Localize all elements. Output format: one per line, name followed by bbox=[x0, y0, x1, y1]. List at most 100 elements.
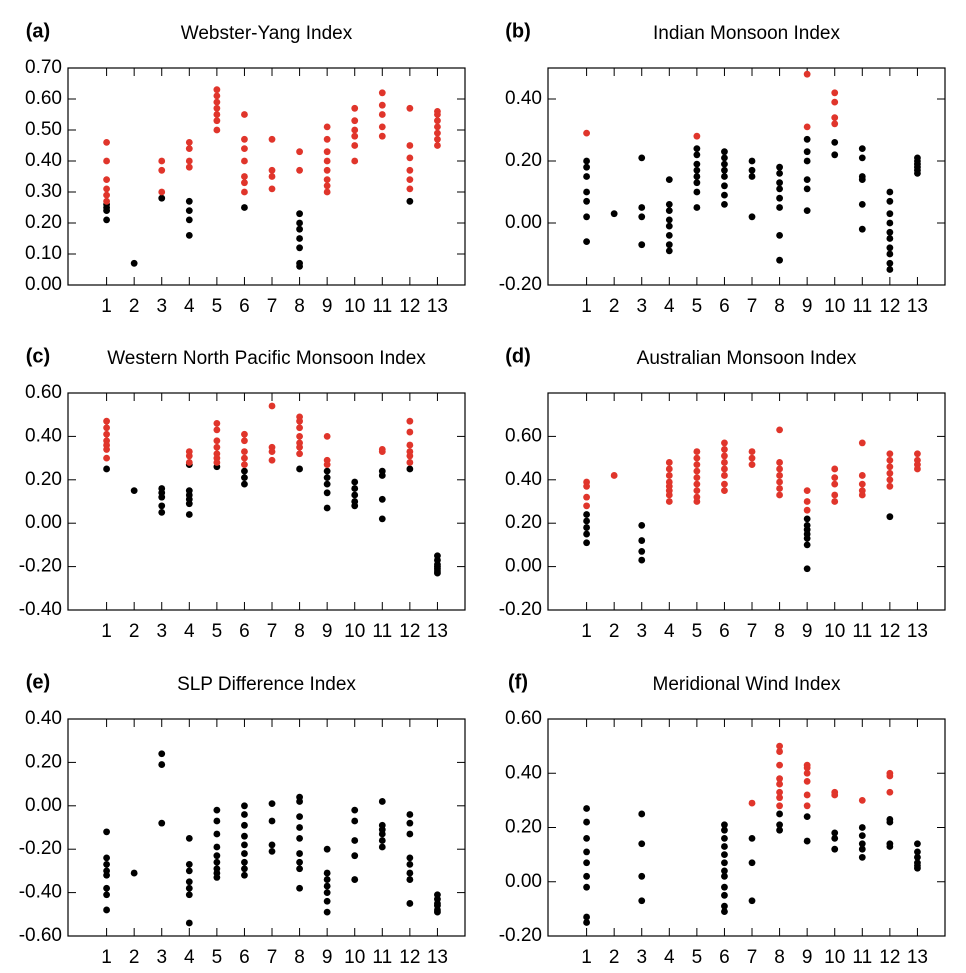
x-tick-label: 1 bbox=[581, 947, 592, 968]
point bbox=[886, 513, 894, 521]
panel: (f) Meridional Wind Index -0.20 0.00 0.20 0.4… bbox=[499, 671, 946, 968]
y-tick-label: -0.20 bbox=[499, 599, 542, 620]
point bbox=[583, 913, 590, 921]
x-tick-label: 5 bbox=[212, 296, 223, 317]
point bbox=[721, 154, 728, 162]
point bbox=[776, 780, 783, 788]
point bbox=[748, 834, 756, 842]
point bbox=[665, 465, 673, 473]
point bbox=[241, 461, 248, 469]
y-tick-label: -0.20 bbox=[19, 838, 62, 859]
point bbox=[583, 157, 590, 165]
point bbox=[406, 428, 414, 436]
point bbox=[886, 228, 894, 236]
x-tick-label: 9 bbox=[802, 621, 813, 642]
point bbox=[693, 151, 701, 159]
point bbox=[665, 247, 673, 255]
x-tick-label: 13 bbox=[427, 621, 448, 642]
x-tick-label: 12 bbox=[399, 296, 420, 317]
y-tick-label: 0.30 bbox=[25, 181, 62, 202]
point bbox=[583, 872, 590, 880]
point bbox=[103, 176, 110, 184]
x-tick-label: 2 bbox=[609, 947, 620, 968]
point bbox=[776, 478, 783, 486]
point bbox=[803, 70, 811, 78]
x-tick-label: 1 bbox=[581, 621, 592, 642]
point bbox=[721, 191, 728, 199]
panel: (d) Australian Monsoon Index -0.20 0.00 0.20… bbox=[499, 345, 946, 642]
point bbox=[721, 851, 728, 859]
point bbox=[185, 232, 193, 239]
point bbox=[858, 491, 866, 499]
y-tick-label: 0.40 bbox=[25, 150, 62, 171]
point bbox=[378, 111, 386, 118]
y-tick-label: 0.00 bbox=[505, 556, 542, 577]
y-tick-label: 0.00 bbox=[25, 274, 62, 295]
x-tick-label: 6 bbox=[719, 947, 730, 968]
x-tick-label: 1 bbox=[101, 296, 112, 317]
point bbox=[858, 201, 866, 208]
point bbox=[583, 883, 590, 891]
point bbox=[803, 764, 811, 772]
point bbox=[914, 864, 921, 872]
point bbox=[241, 811, 248, 818]
point bbox=[351, 852, 359, 860]
point bbox=[721, 867, 728, 875]
point bbox=[378, 472, 386, 479]
point bbox=[803, 802, 811, 810]
point bbox=[693, 179, 701, 187]
point bbox=[858, 176, 866, 184]
point bbox=[185, 511, 193, 518]
point bbox=[103, 906, 110, 914]
point bbox=[693, 480, 701, 488]
point bbox=[103, 884, 110, 892]
point bbox=[406, 185, 414, 193]
point bbox=[693, 487, 701, 495]
panel-label: (d) bbox=[505, 345, 531, 367]
point bbox=[886, 266, 894, 273]
point bbox=[103, 465, 110, 473]
point bbox=[886, 818, 894, 826]
point bbox=[583, 482, 590, 490]
point bbox=[831, 98, 839, 106]
point bbox=[583, 197, 590, 205]
point bbox=[406, 819, 414, 827]
point bbox=[378, 495, 386, 503]
point bbox=[296, 850, 303, 857]
point bbox=[638, 556, 646, 564]
y-tick-label: 0.60 bbox=[25, 382, 62, 403]
y-tick-label: -0.40 bbox=[19, 599, 62, 620]
point bbox=[886, 788, 894, 796]
point bbox=[665, 176, 673, 184]
point bbox=[776, 485, 783, 492]
point bbox=[583, 173, 590, 180]
x-tick-label: 11 bbox=[852, 947, 872, 968]
point bbox=[241, 821, 248, 829]
x-tick-label: 5 bbox=[212, 947, 223, 968]
point bbox=[296, 424, 303, 432]
y-tick-label: 0.40 bbox=[505, 88, 542, 109]
point bbox=[296, 235, 303, 242]
point bbox=[213, 830, 221, 838]
point bbox=[185, 459, 193, 466]
point bbox=[323, 908, 331, 916]
point bbox=[268, 448, 276, 455]
y-tick-label: -0.20 bbox=[499, 925, 542, 946]
point bbox=[583, 859, 590, 867]
point bbox=[158, 166, 166, 174]
point bbox=[323, 433, 331, 440]
point bbox=[583, 539, 590, 547]
point bbox=[721, 148, 728, 156]
y-tick-label: 0.40 bbox=[505, 762, 542, 783]
point bbox=[103, 430, 110, 438]
point bbox=[886, 482, 894, 490]
point bbox=[213, 111, 221, 118]
point bbox=[323, 889, 331, 896]
x-tick-label: 7 bbox=[747, 296, 758, 317]
point bbox=[638, 521, 646, 529]
point bbox=[185, 207, 193, 215]
point bbox=[803, 813, 811, 821]
point bbox=[213, 459, 221, 466]
x-tick-label: 9 bbox=[802, 296, 813, 317]
point bbox=[803, 541, 811, 549]
